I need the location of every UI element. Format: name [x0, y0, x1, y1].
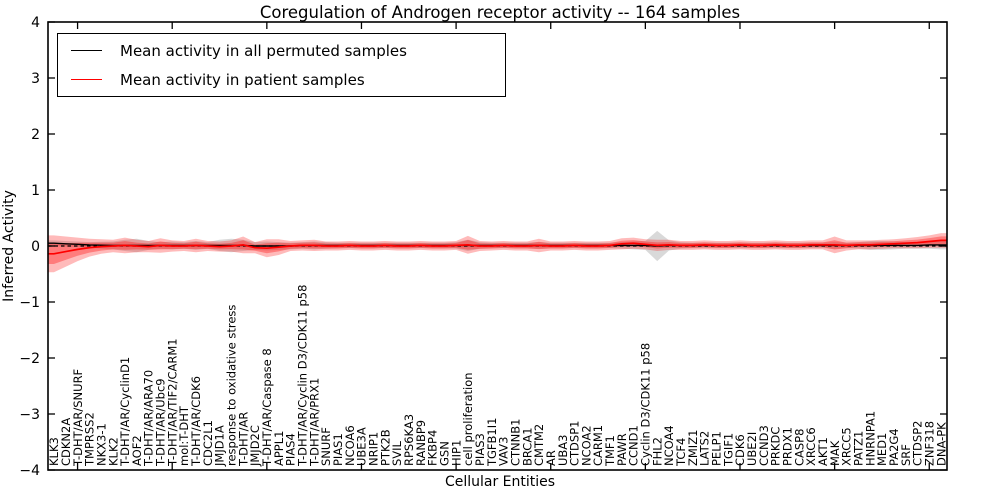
x-category-label: PAWR — [615, 433, 629, 466]
x-category-label: CTDSP1 — [568, 421, 582, 466]
x-category-label: XRCC6 — [804, 427, 818, 466]
x-category-label: T-DHT/AR/Ubc9 — [154, 378, 168, 467]
x-category-label: DNA-PK — [934, 422, 948, 466]
x-category-label: CDK6 — [733, 434, 747, 466]
x-category-label: PA2G4 — [887, 428, 901, 466]
x-category-label: RPS6KA3 — [402, 414, 416, 466]
x-category-label: JMJD2C — [248, 425, 262, 467]
x-category-label: TMPRSS2 — [83, 412, 97, 467]
x-category-label: BRCA1 — [520, 427, 534, 466]
y-tick-label: 3 — [31, 71, 40, 87]
legend-line-sample-patient — [71, 79, 102, 80]
legend-label: Mean activity in patient samples — [120, 70, 365, 89]
x-category-label: HNRNPA1 — [863, 411, 877, 466]
x-category-label: AOF2 — [130, 435, 144, 466]
red-band-inner — [48, 236, 947, 264]
x-category-label: CCND3 — [757, 425, 771, 466]
x-category-label: T-DHT/AR/PRX1 — [307, 378, 321, 467]
x-category-label: SNURF — [319, 427, 333, 466]
x-category-label: PTK2B — [378, 429, 392, 466]
legend-item: Mean activity in patient samples — [58, 70, 505, 90]
x-category-label: mol:T-DHT — [177, 405, 191, 466]
x-category-label: SVIL — [390, 440, 404, 466]
x-category-label: CTNNB1 — [508, 419, 522, 466]
x-category-label: GSN — [437, 441, 451, 466]
x-category-label: MED1 — [875, 433, 889, 466]
x-category-label: FKBP4 — [426, 430, 440, 466]
x-category-label: CTDSP2 — [911, 421, 925, 466]
x-category-label: CASP8 — [792, 429, 806, 466]
x-category-label: CARM1 — [591, 425, 605, 466]
y-tick-label: −4 — [19, 463, 40, 479]
x-category-label: T-DHT/AR/Cyclin D3/CDK11 p58 — [296, 285, 310, 467]
x-category-label: JMJD1A — [213, 425, 227, 467]
x-category-label: PIAS3 — [473, 433, 487, 466]
x-category-label: KLK3 — [47, 437, 61, 466]
x-category-label: KLK2 — [106, 437, 120, 466]
x-category-label: UBE3A — [355, 427, 369, 466]
legend: Mean activity in all permuted samples Me… — [57, 33, 506, 97]
chart-title: Coregulation of Androgen receptor activi… — [259, 3, 741, 22]
x-category-label: PIAS4 — [284, 433, 298, 466]
x-category-label: response to oxidative stress — [225, 305, 239, 466]
x-category-label: NCOA6 — [343, 425, 357, 466]
x-category-label: AR — [544, 450, 558, 466]
x-axis-label: Cellular Entities — [444, 474, 556, 490]
y-tick-label: 2 — [31, 127, 40, 143]
x-category-label: TMF1 — [603, 435, 617, 467]
x-category-label: ZNF318 — [922, 421, 936, 466]
y-tick-label: −3 — [19, 407, 40, 423]
x-category-label: T-DHT/AR/CDK6 — [189, 376, 203, 467]
x-category-label: T-DHT/AR/TIF2/CARM1 — [165, 338, 179, 467]
x-category-label: MAK — [828, 440, 842, 466]
x-category-label: ZMIZ1 — [686, 430, 700, 466]
x-category-label: NCOA4 — [662, 425, 676, 466]
x-category-label: T-DHT/AR/CyclinD1 — [118, 357, 132, 467]
y-tick-label: −2 — [19, 351, 40, 367]
red-band-outer — [48, 233, 947, 273]
patient-mean-line — [48, 239, 947, 255]
legend-item: Mean activity in all permuted samples — [58, 41, 505, 61]
x-category-label: APPL1 — [272, 431, 286, 466]
x-category-label: NCOA2 — [579, 425, 593, 466]
x-category-label: LATS2 — [698, 431, 712, 466]
y-tick-label: 4 — [31, 15, 40, 31]
x-category-label: PATZ1 — [851, 431, 865, 466]
x-category-label: TCF4 — [674, 438, 688, 467]
y-tick-label: 0 — [31, 239, 40, 255]
x-category-label: PRKDC — [769, 427, 783, 466]
x-category-label: HIP1 — [449, 440, 463, 466]
x-category-label: T-DHT/AR/SNURF — [71, 369, 85, 467]
legend-line-sample-permuted — [71, 50, 102, 51]
x-category-label: AKT1 — [816, 437, 830, 466]
x-category-label: Cyclin D3/CDK11 p58 — [639, 343, 653, 466]
x-category-label: PIAS1 — [331, 433, 345, 466]
y-tick-label: 1 — [31, 183, 40, 199]
x-category-label: XRCC5 — [840, 427, 854, 466]
x-category-label: PRDX1 — [781, 427, 795, 466]
x-category-label: UBA3 — [556, 435, 570, 467]
x-category-label: TGIF1 — [721, 433, 735, 467]
x-category-label: TGFB1I1 — [485, 418, 499, 467]
x-category-label: VAV3 — [497, 437, 511, 466]
x-category-label: cell proliferation — [461, 372, 475, 466]
x-category-label: CMTM2 — [532, 424, 546, 466]
x-category-label: CCND1 — [627, 425, 641, 466]
x-category-label: UBE2I — [745, 432, 759, 466]
legend-label: Mean activity in all permuted samples — [120, 41, 407, 60]
x-category-label: T-DHT/AR/Caspase 8 — [260, 348, 274, 467]
x-category-label: RANBP9 — [414, 420, 428, 466]
x-category-label: CDKN2A — [59, 418, 73, 466]
x-category-label: SRF — [899, 444, 913, 466]
x-category-label: FHL2 — [650, 437, 664, 466]
x-category-label: NRIP1 — [366, 432, 380, 466]
x-category-label: T-DHT/AR/ARA70 — [142, 370, 156, 467]
x-category-label: T-DHT/AR — [236, 412, 250, 467]
x-category-label: CDC2L1 — [201, 420, 215, 466]
y-tick-label: −1 — [19, 295, 40, 311]
x-category-label: NKX3-1 — [94, 423, 108, 466]
x-category-label: PELP1 — [710, 431, 724, 466]
